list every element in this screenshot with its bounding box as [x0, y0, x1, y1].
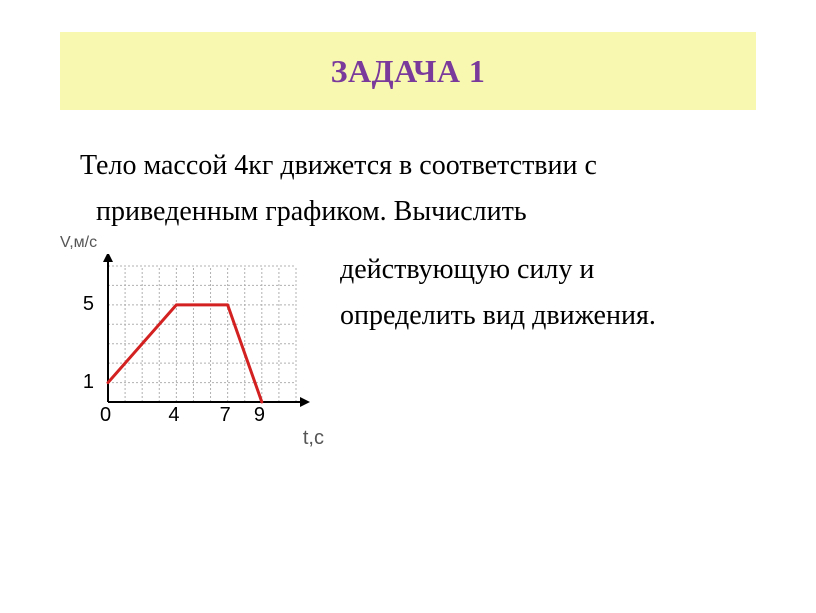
body-line-2: приведенным графиком. Вычислить: [60, 196, 756, 228]
chart-svg: [96, 254, 316, 424]
body-line-4: определить вид движения.: [340, 300, 756, 332]
body-line-3: действующую силу и: [340, 254, 756, 286]
x-tick-label: 9: [254, 404, 265, 427]
y-axis-label: V,м/с: [60, 234, 97, 252]
body-line-1: Тело массой 4кг движется в соответствии …: [60, 150, 756, 182]
x-tick-label: 7: [220, 404, 231, 427]
x-tick-label: 4: [168, 404, 179, 427]
velocity-chart: V,м/с t,с 150479: [60, 242, 330, 452]
x-axis-label: t,с: [303, 427, 324, 450]
y-tick-label: 5: [66, 293, 94, 316]
problem-body: Тело массой 4кг движется в соответствии …: [60, 150, 756, 452]
title-banner: ЗАДАЧА 1: [60, 32, 756, 110]
y-tick-label: 1: [66, 371, 94, 394]
x-tick-label: 0: [100, 404, 111, 427]
title-text: ЗАДАЧА 1: [331, 53, 486, 90]
